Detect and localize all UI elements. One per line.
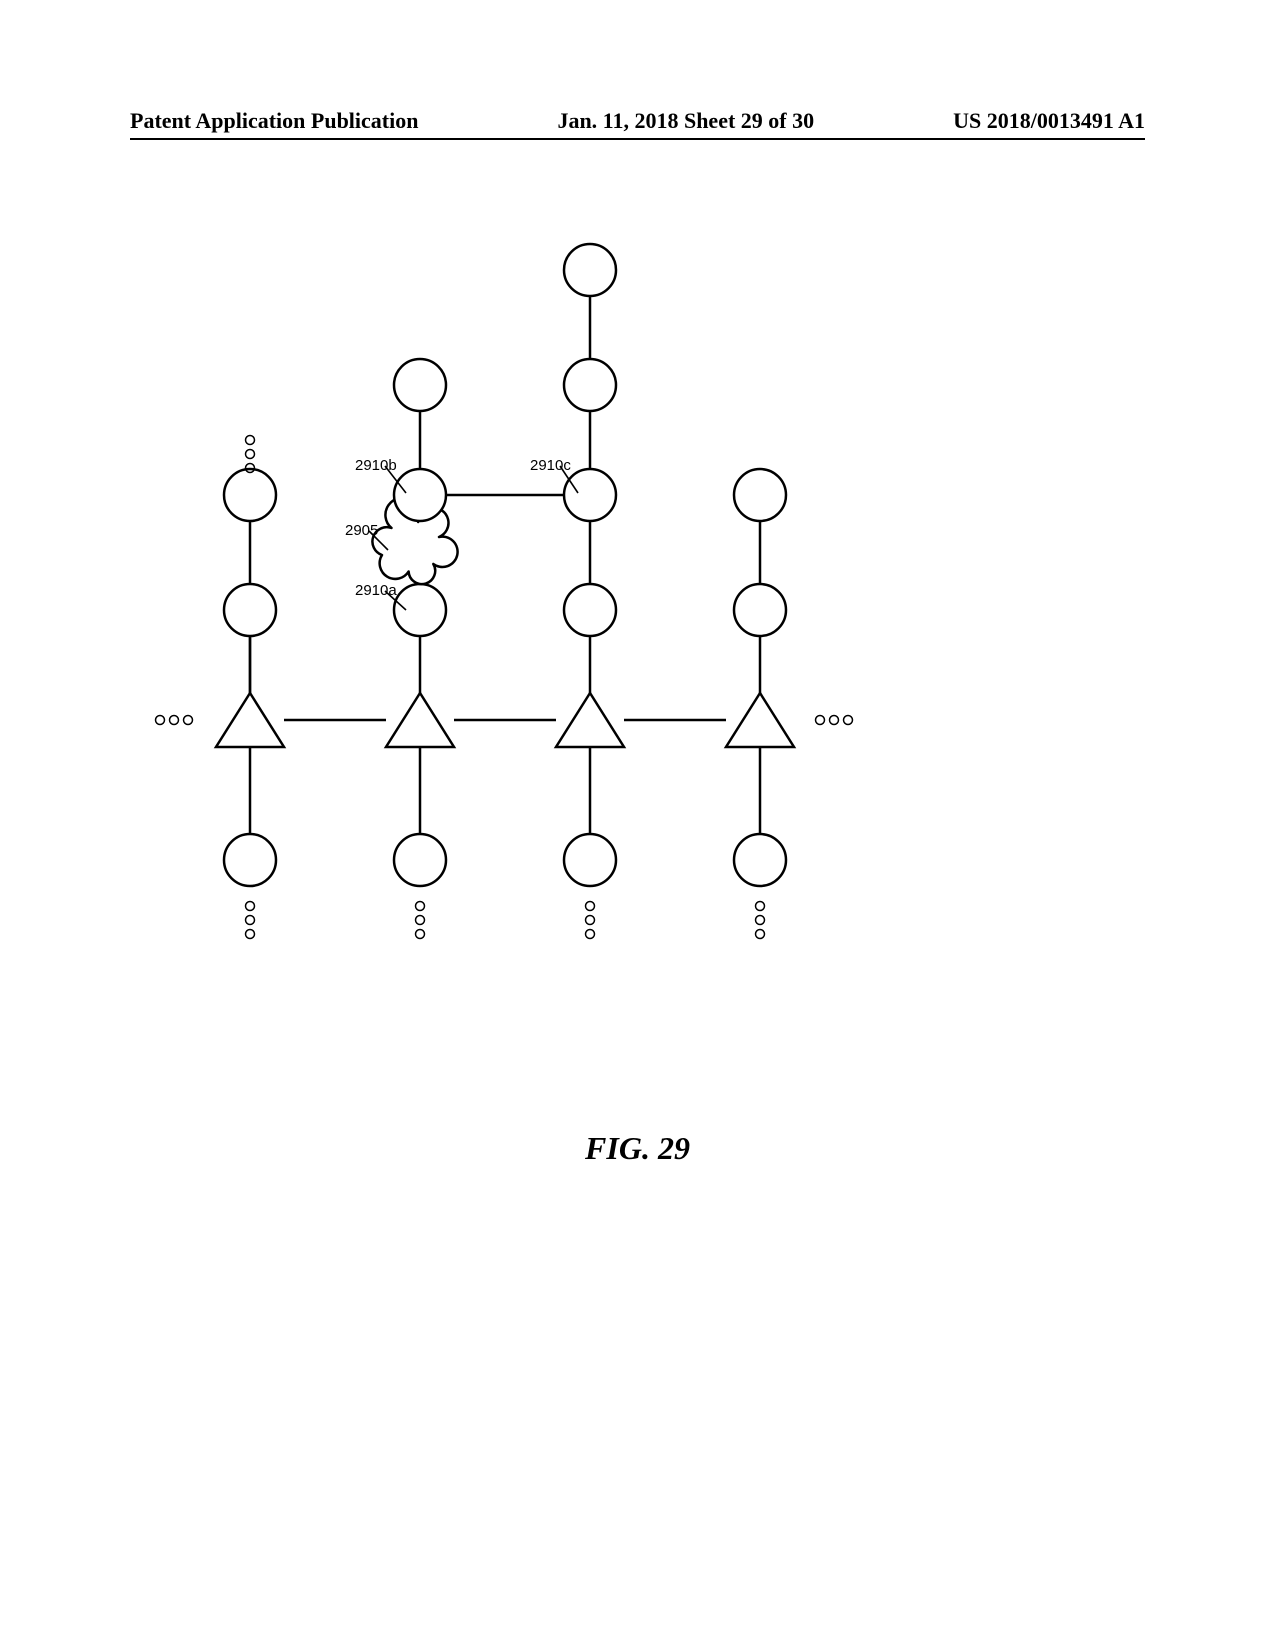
figure-caption: FIG. 29 bbox=[0, 1130, 1275, 1167]
svg-text:2910b: 2910b bbox=[355, 457, 397, 474]
network-diagram: 2910a 2910b 2910c 2905 bbox=[130, 160, 1145, 1110]
svg-text:2910c: 2910c bbox=[530, 457, 571, 474]
header-rule bbox=[130, 138, 1145, 140]
header-left: Patent Application Publication bbox=[130, 108, 418, 134]
svg-text:2910a: 2910a bbox=[355, 582, 397, 599]
header-right: US 2018/0013491 A1 bbox=[953, 108, 1145, 134]
header-mid: Jan. 11, 2018 Sheet 29 of 30 bbox=[557, 108, 814, 134]
svg-text:2905: 2905 bbox=[345, 522, 378, 539]
page-header: Patent Application Publication Jan. 11, … bbox=[130, 108, 1145, 134]
